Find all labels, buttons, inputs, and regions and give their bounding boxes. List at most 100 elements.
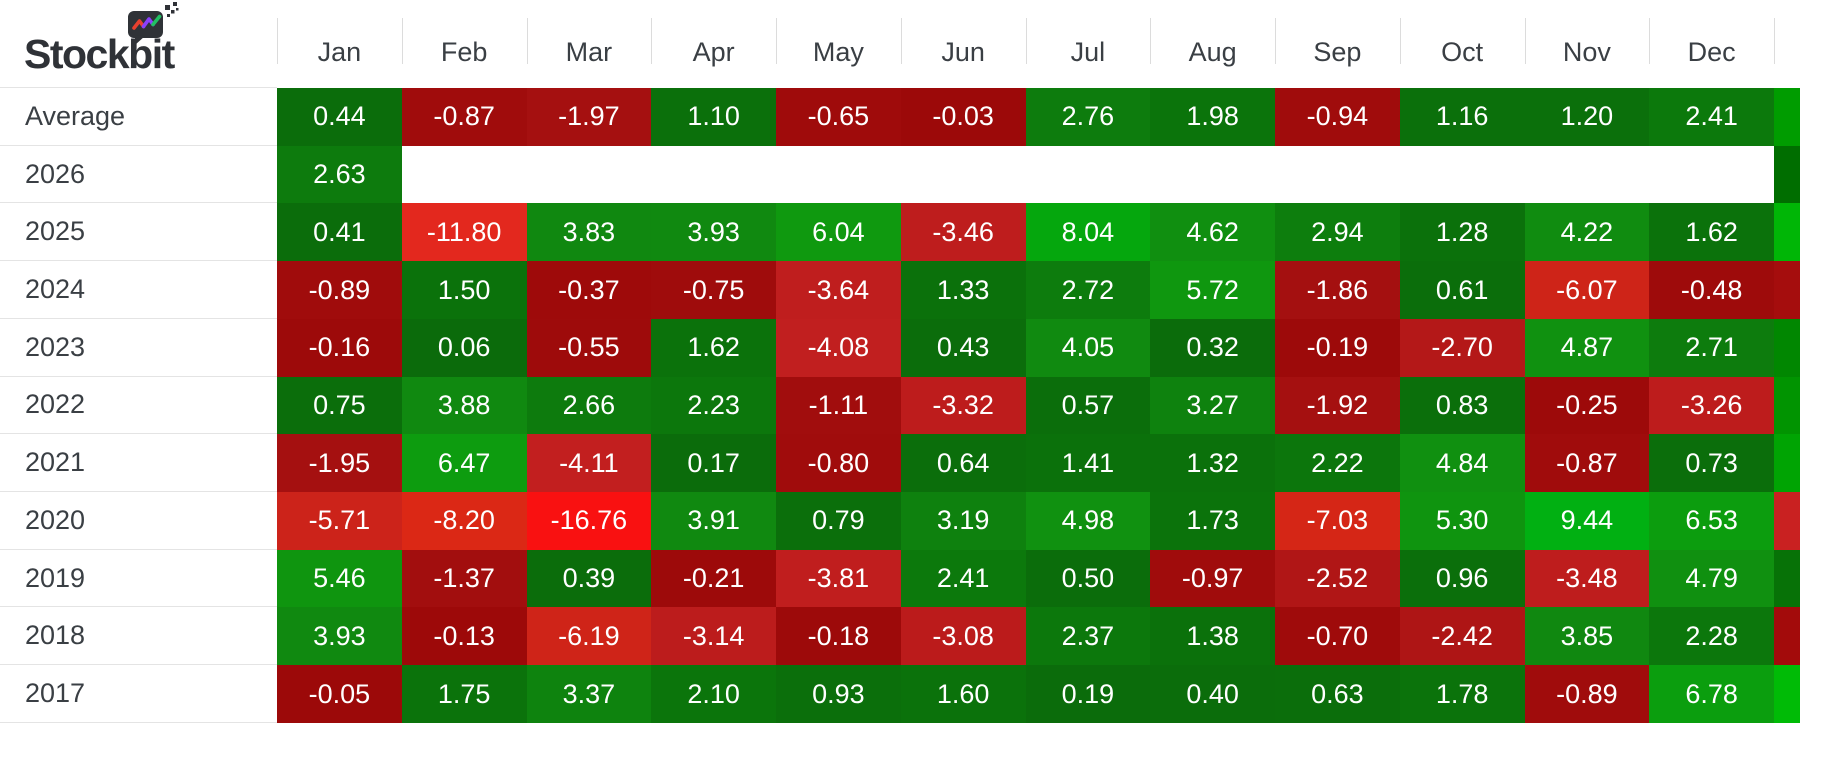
column-header-apr: Apr bbox=[651, 0, 776, 88]
heatmap-cell-2025-jul: 8.04 bbox=[1025, 203, 1151, 262]
heatmap-cell-2023-sep: -0.19 bbox=[1275, 318, 1400, 377]
heatmap-cell-2022-sep: -1.92 bbox=[1275, 376, 1400, 435]
heatmap-cell-2022-jul: 0.57 bbox=[1025, 376, 1151, 435]
heatmap-cell-2017-may: 0.93 bbox=[776, 665, 901, 723]
heatmap-cell-2023-nov: 4.87 bbox=[1524, 318, 1650, 377]
heatmap-cell-2023-apr: 1.62 bbox=[651, 318, 776, 377]
heatmap-cell-2019-apr: -0.21 bbox=[651, 549, 776, 608]
row-label-2021: 2021 bbox=[0, 434, 277, 493]
heatmap-cell-2022-nov: -0.25 bbox=[1524, 376, 1650, 435]
heatmap-cell-average-dec: 2.41 bbox=[1649, 88, 1774, 146]
row-label-average: Average bbox=[0, 88, 277, 146]
column-header-dec: Dec bbox=[1649, 0, 1774, 88]
seasonality-heatmap-table: Stockbit Jan Feb Mar Apr May Jun Jul Aug Sep Oct N… bbox=[0, 0, 1800, 723]
heatmap-cell-2017-aug: 0.40 bbox=[1150, 665, 1275, 723]
heatmap-cell-average-feb: -0.87 bbox=[401, 88, 527, 146]
heatmap-cell-2021-partial bbox=[1774, 434, 1800, 493]
heatmap-cell-2025-jan: 0.41 bbox=[277, 203, 402, 262]
heatmap-cell-2025-sep: 2.94 bbox=[1275, 203, 1400, 262]
heatmap-cell-2018-jul: 2.37 bbox=[1025, 607, 1151, 666]
heatmap-cell-2022-aug: 3.27 bbox=[1150, 376, 1275, 435]
heatmap-cell-2021-may: -0.80 bbox=[776, 434, 901, 493]
heatmap-cell-2026-may bbox=[776, 146, 901, 204]
heatmap-cell-2022-jan: 0.75 bbox=[277, 376, 402, 435]
column-header-mar: Mar bbox=[526, 0, 652, 88]
heatmap-cell-2022-may: -1.11 bbox=[776, 376, 901, 435]
heatmap-cell-2020-partial bbox=[1774, 492, 1800, 550]
heatmap-cell-2020-feb: -8.20 bbox=[401, 492, 527, 550]
column-header-aug: Aug bbox=[1150, 0, 1275, 88]
heatmap-cell-average-partial bbox=[1774, 88, 1800, 146]
heatmap-cell-2017-jan: -0.05 bbox=[277, 665, 402, 723]
heatmap-cell-2026-jun bbox=[901, 146, 1026, 204]
heatmap-cell-2021-dec: 0.73 bbox=[1649, 434, 1774, 493]
heatmap-cell-2021-feb: 6.47 bbox=[401, 434, 527, 493]
heatmap-cell-2024-mar: -0.37 bbox=[526, 261, 652, 319]
heatmap-cell-2017-sep: 0.63 bbox=[1275, 665, 1400, 723]
heatmap-cell-2019-jun: 2.41 bbox=[900, 549, 1026, 608]
heatmap-cell-2026-nov bbox=[1525, 146, 1650, 204]
row-label-2026: 2026 bbox=[0, 145, 277, 204]
heatmap-cell-2017-mar: 3.37 bbox=[526, 665, 652, 723]
heatmap-cell-2024-jan: -0.89 bbox=[277, 261, 402, 319]
heatmap-cell-2024-dec: -0.48 bbox=[1649, 261, 1774, 319]
heatmap-cell-2021-mar: -4.11 bbox=[526, 434, 652, 493]
heatmap-cell-2023-oct: -2.70 bbox=[1399, 318, 1525, 377]
heatmap-cell-2025-mar: 3.83 bbox=[526, 203, 652, 262]
column-header-jun: Jun bbox=[900, 0, 1026, 88]
heatmap-cell-2018-oct: -2.42 bbox=[1399, 607, 1525, 666]
row-label-2024: 2024 bbox=[0, 261, 277, 319]
row-label-2022: 2022 bbox=[0, 376, 277, 435]
heatmap-cell-average-nov: 1.20 bbox=[1524, 88, 1650, 146]
column-header-oct: Oct bbox=[1399, 0, 1525, 88]
heatmap-cell-average-aug: 1.98 bbox=[1150, 88, 1275, 146]
heatmap-cell-2019-jul: 0.50 bbox=[1025, 549, 1151, 608]
heatmap-cell-2019-nov: -3.48 bbox=[1524, 549, 1650, 608]
heatmap-cell-2020-jun: 3.19 bbox=[900, 492, 1026, 550]
heatmap-cell-2023-partial bbox=[1774, 318, 1800, 377]
heatmap-cell-2026-sep bbox=[1275, 146, 1400, 204]
heatmap-cell-2021-jun: 0.64 bbox=[900, 434, 1026, 493]
heatmap-cell-2026-apr bbox=[651, 146, 776, 204]
heatmap-cell-2024-sep: -1.86 bbox=[1275, 261, 1400, 319]
heatmap-cell-2025-dec: 1.62 bbox=[1649, 203, 1774, 262]
heatmap-cell-2017-nov: -0.89 bbox=[1524, 665, 1650, 723]
heatmap-cell-2021-aug: 1.32 bbox=[1150, 434, 1275, 493]
heatmap-cell-2020-jul: 4.98 bbox=[1025, 492, 1151, 550]
heatmap-cell-2025-aug: 4.62 bbox=[1150, 203, 1275, 262]
heatmap-cell-2024-nov: -6.07 bbox=[1524, 261, 1650, 319]
heatmap-cell-2018-nov: 3.85 bbox=[1524, 607, 1650, 666]
heatmap-cell-average-mar: -1.97 bbox=[526, 88, 652, 146]
heatmap-cell-2022-jun: -3.32 bbox=[900, 376, 1026, 435]
heatmap-cell-2025-partial bbox=[1774, 203, 1800, 262]
column-header-may: May bbox=[776, 0, 901, 88]
heatmap-cell-2023-dec: 2.71 bbox=[1649, 318, 1774, 377]
heatmap-cell-2021-jan: -1.95 bbox=[277, 434, 402, 493]
heatmap-cell-2019-aug: -0.97 bbox=[1150, 549, 1275, 608]
heatmap-cell-2020-sep: -7.03 bbox=[1275, 492, 1400, 550]
heatmap-cell-2026-aug bbox=[1150, 146, 1275, 204]
heatmap-cell-2023-jul: 4.05 bbox=[1025, 318, 1151, 377]
column-header-jan: Jan bbox=[277, 0, 402, 88]
heatmap-cell-2024-may: -3.64 bbox=[776, 261, 901, 319]
heatmap-cell-2021-sep: 2.22 bbox=[1275, 434, 1400, 493]
heatmap-cell-2017-dec: 6.78 bbox=[1649, 665, 1774, 723]
heatmap-cell-2024-feb: 1.50 bbox=[401, 261, 527, 319]
heatmap-cell-2024-apr: -0.75 bbox=[651, 261, 776, 319]
heatmap-cell-2018-dec: 2.28 bbox=[1649, 607, 1774, 666]
heatmap-cell-average-jan: 0.44 bbox=[277, 88, 402, 146]
heatmap-cell-2024-aug: 5.72 bbox=[1150, 261, 1275, 319]
heatmap-cell-2022-dec: -3.26 bbox=[1649, 376, 1774, 435]
heatmap-cell-average-oct: 1.16 bbox=[1399, 88, 1525, 146]
column-header-feb: Feb bbox=[401, 0, 527, 88]
heatmap-cell-2021-oct: 4.84 bbox=[1399, 434, 1525, 493]
heatmap-cell-2018-partial bbox=[1774, 607, 1800, 666]
heatmap-cell-2018-may: -0.18 bbox=[776, 607, 901, 666]
stockbit-chat-bubble-icon bbox=[126, 2, 180, 53]
heatmap-cell-2018-jan: 3.93 bbox=[277, 607, 402, 666]
heatmap-cell-2026-partial bbox=[1774, 145, 1800, 204]
heatmap-cell-2020-dec: 6.53 bbox=[1649, 492, 1774, 550]
heatmap-cell-2025-feb: -11.80 bbox=[401, 203, 527, 262]
heatmap-cell-2018-feb: -0.13 bbox=[401, 607, 527, 666]
heatmap-cell-2021-nov: -0.87 bbox=[1524, 434, 1650, 493]
